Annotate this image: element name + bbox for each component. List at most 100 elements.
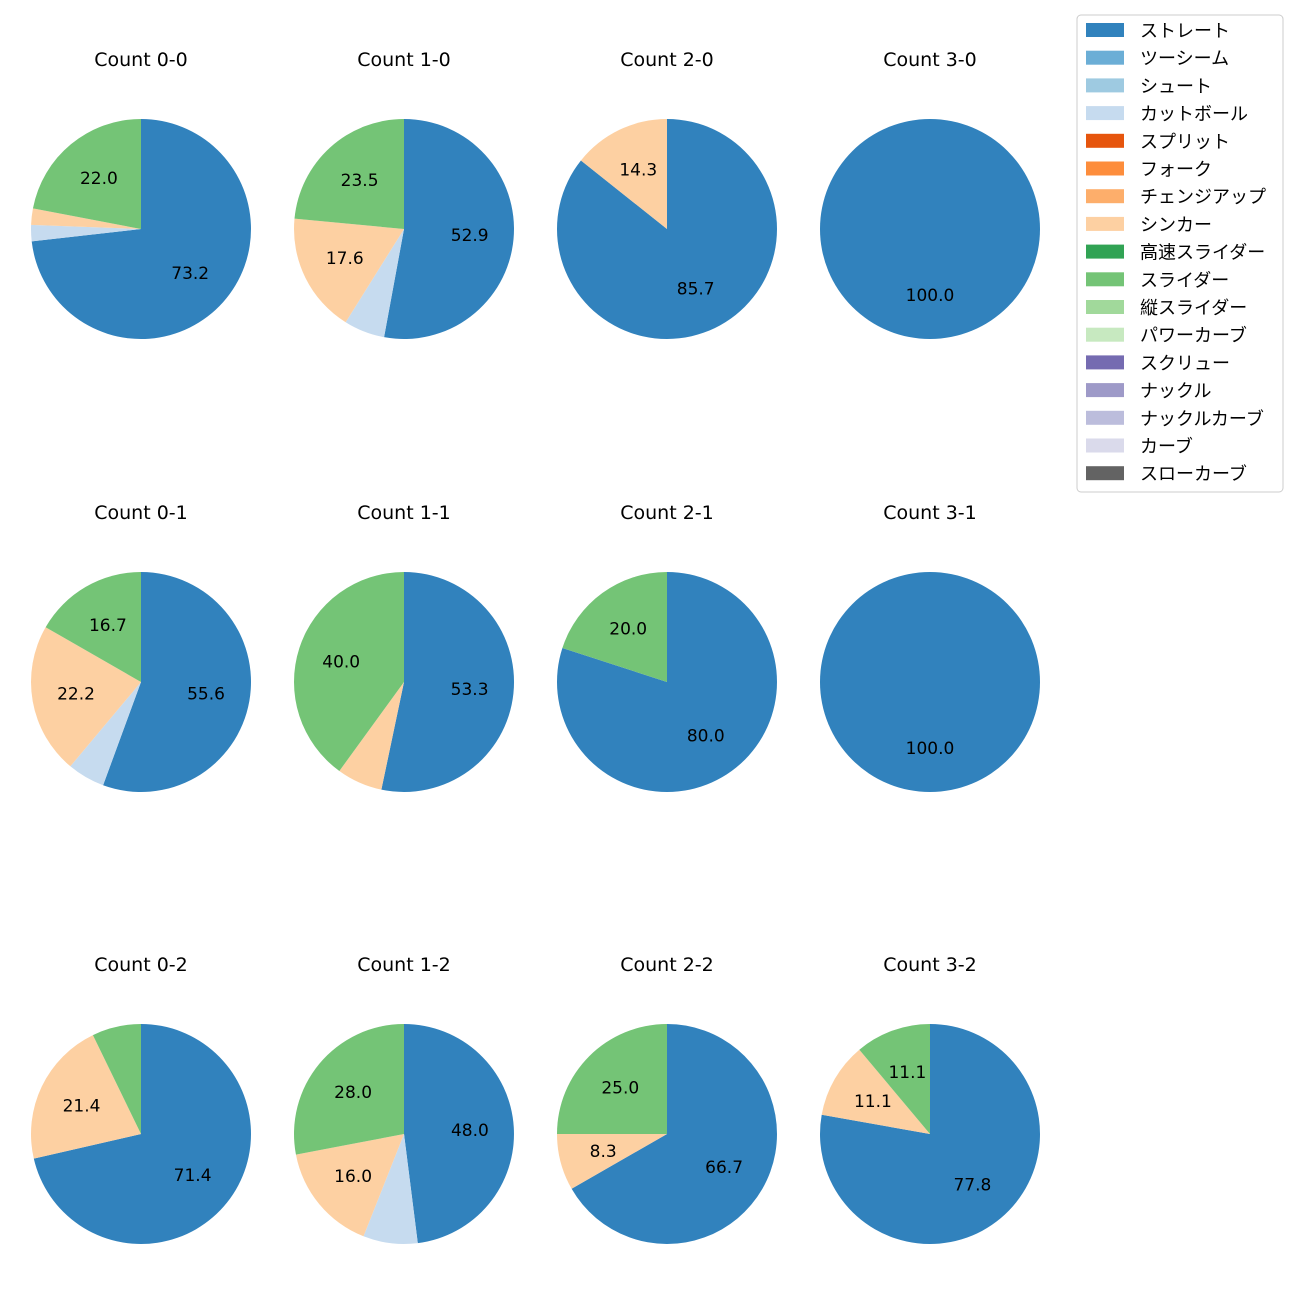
legend-swatch: [1086, 216, 1124, 231]
legend-swatch: [1086, 50, 1124, 65]
pie-chart: Count 0-1 55.6 22.2 16.7: [30, 502, 252, 792]
slice-label: 100.0: [906, 739, 955, 759]
legend-label: シンカー: [1140, 215, 1212, 236]
chart-title: Count 0-2: [94, 954, 188, 976]
pie-slice: [294, 218, 404, 323]
legend-label: シュート: [1140, 76, 1212, 97]
legend-label: ナックルカーブ: [1140, 408, 1264, 430]
chart-title: Count 2-1: [620, 502, 714, 524]
pie-chart: Count 2-1 80.0 20.0: [556, 502, 777, 792]
legend-label: スクリュー: [1140, 353, 1230, 374]
legend-swatch: [1086, 189, 1124, 204]
legend-swatch: [1086, 23, 1124, 37]
slice-label: 25.0: [601, 1078, 639, 1098]
pie-slice: [294, 1024, 404, 1155]
pie-slice: [556, 572, 777, 792]
slice-label: 100.0: [906, 286, 955, 306]
pie-slice: [31, 208, 141, 229]
pie-slice: [31, 119, 251, 339]
pie-slice: [820, 572, 1040, 792]
legend-frame: [1076, 14, 1284, 493]
pie-slice: [33, 1024, 251, 1244]
legend-swatch: [1086, 466, 1124, 481]
slice-label: 21.4: [63, 1097, 101, 1117]
pie-slice: [557, 1134, 667, 1189]
legend-swatch: [1086, 244, 1124, 259]
chart-title: Count 1-1: [357, 502, 451, 524]
slice-label: 73.2: [171, 264, 209, 284]
slice-label: 22.2: [57, 685, 95, 705]
legend-label: ナックル: [1140, 381, 1211, 402]
slice-label: 11.1: [854, 1092, 892, 1112]
slice-label: 55.6: [187, 685, 225, 705]
pie-slice: [31, 224, 141, 242]
slice-label: 16.0: [334, 1167, 372, 1187]
legend-label: チェンジアップ: [1140, 187, 1266, 208]
legend-label: ツーシーム: [1140, 49, 1229, 70]
legend-label: 高速スライダー: [1140, 243, 1265, 264]
slice-label: 53.3: [451, 680, 489, 700]
slice-label: 80.0: [687, 726, 725, 746]
pie-slice: [571, 1024, 777, 1244]
legend-label: ストレート: [1140, 21, 1230, 42]
pie-slice: [381, 572, 515, 792]
slice-label: 14.3: [619, 161, 657, 181]
pie-slice: [557, 119, 778, 339]
legend-label: カーブ: [1140, 436, 1193, 458]
legend-swatch: [1086, 355, 1124, 370]
legend-label: スプリット: [1140, 132, 1230, 153]
pie-slice: [30, 1035, 142, 1159]
pie-slice: [562, 572, 667, 682]
slice-label: 11.1: [888, 1063, 926, 1083]
slice-label: 20.0: [609, 620, 647, 640]
legend-swatch: [1086, 161, 1124, 176]
pie-slice: [859, 1024, 930, 1134]
legend-label: スライダー: [1140, 270, 1229, 291]
chart-title: Count 0-0: [94, 49, 188, 71]
pie-chart: Count 3-2 77.8 11.1 11.1: [820, 954, 1041, 1244]
pie-slice: [70, 682, 141, 786]
pie-slice: [404, 1024, 514, 1244]
pie-slice: [821, 1049, 930, 1134]
pie-chart: Count 2-0 85.7 14.3: [557, 49, 778, 339]
pie-chart: Count 1-2 48.0 16.0 28.0: [294, 954, 514, 1244]
legend-label: スローカーブ: [1140, 463, 1247, 485]
pie-slice: [345, 229, 404, 338]
slice-label: 40.0: [322, 653, 360, 673]
legend-swatch: [1086, 327, 1124, 342]
pie-slice: [294, 119, 404, 229]
pie-slice: [339, 682, 404, 790]
slice-label: 23.5: [341, 171, 379, 191]
pie-slice: [45, 572, 142, 682]
chart-title: Count 3-2: [883, 954, 977, 976]
legend: ストレートツーシームシュートカットボールスプリットフォークチェンジアップシンカー…: [1076, 14, 1284, 493]
chart-title: Count 0-1: [94, 502, 188, 524]
pie-slice: [92, 1024, 141, 1134]
legend-swatch: [1086, 410, 1124, 425]
legend-label: 縦スライダー: [1140, 298, 1247, 319]
slice-label: 48.0: [451, 1121, 489, 1141]
pie-slice: [580, 118, 667, 229]
legend-swatch: [1086, 300, 1124, 314]
legend-label: フォーク: [1140, 160, 1212, 181]
slice-label: 71.4: [174, 1166, 212, 1186]
pie-chart: Count 3-0 100.0: [820, 49, 1040, 339]
pie-slice: [30, 627, 141, 767]
chart-title: Count 1-2: [357, 954, 451, 976]
chart-title: Count 2-0: [620, 49, 714, 71]
slice-label: 85.7: [677, 280, 715, 300]
slice-label: 22.0: [80, 169, 118, 189]
legend-swatch: [1086, 438, 1124, 453]
slice-label: 8.3: [590, 1142, 617, 1162]
chart-title: Count 3-1: [883, 502, 977, 524]
pie-slice: [363, 1134, 418, 1244]
pie-slice: [820, 119, 1040, 339]
slice-label: 16.7: [89, 616, 127, 636]
chart-title: Count 3-0: [883, 49, 977, 71]
chart-title: Count 2-2: [620, 954, 714, 976]
slice-label: 17.6: [326, 249, 364, 269]
legend-swatch: [1086, 383, 1124, 398]
pie-slice: [293, 572, 404, 771]
